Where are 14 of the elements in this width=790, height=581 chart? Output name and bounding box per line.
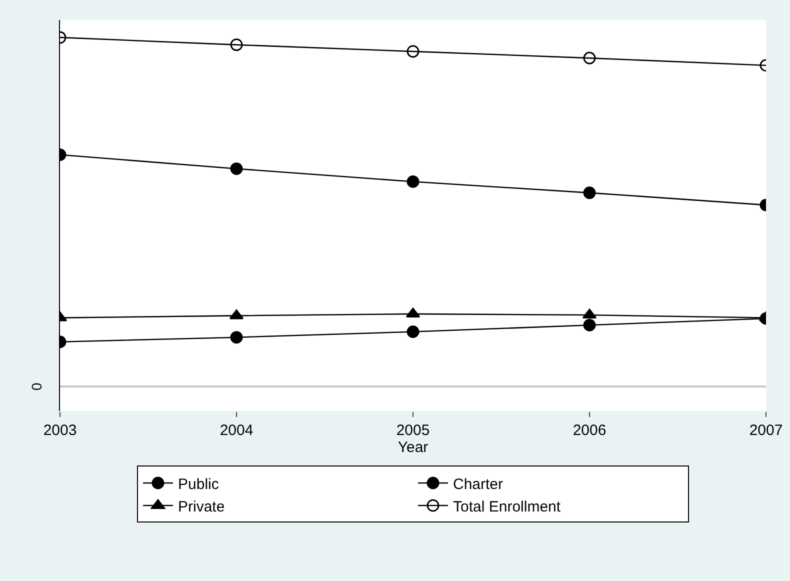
x-tick-label: 2007	[749, 422, 783, 439]
x-tick-label: 2005	[396, 422, 430, 439]
legend-label: Charter	[453, 476, 504, 493]
x-tick-label: 2004	[220, 422, 254, 439]
x-axis-title: Year	[398, 439, 428, 456]
legend-label: Public	[178, 476, 220, 493]
legend-label: Private	[178, 498, 225, 516]
point	[406, 45, 420, 58]
x-tick-label: 2006	[572, 422, 606, 439]
legend-label: Total Enrollment	[453, 498, 562, 516]
point	[406, 326, 420, 338]
text: 0	[28, 382, 44, 390]
x-tick-label: 2003	[43, 422, 77, 439]
point	[406, 175, 420, 188]
